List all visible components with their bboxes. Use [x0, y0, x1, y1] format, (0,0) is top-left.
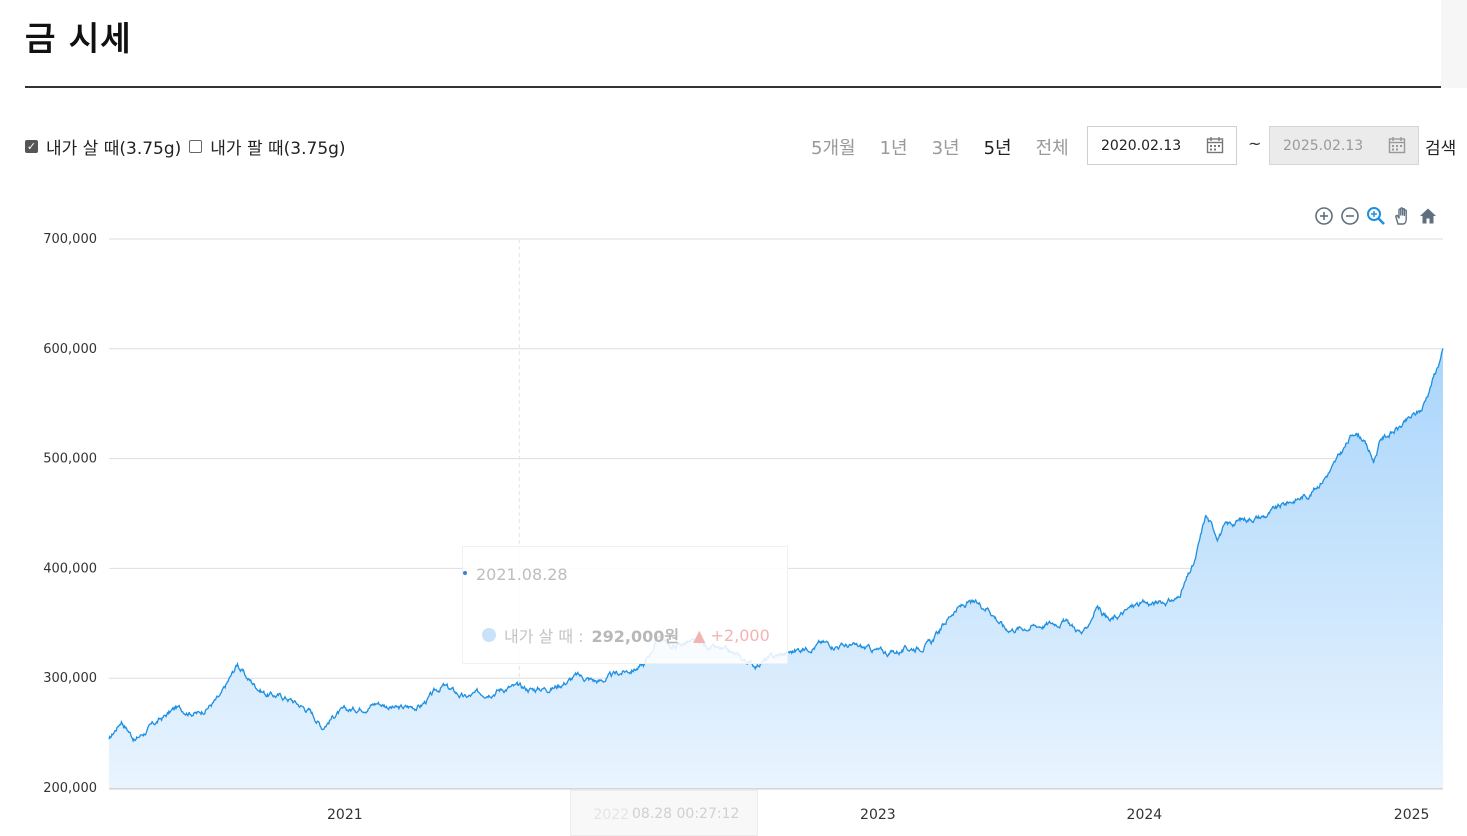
buy-price-checkbox[interactable]: ✓ 내가 살 때(3.75g)	[25, 134, 181, 159]
hover-tooltip: 2021.08.28 내가 살 때 : 292,000원 ▲ +2,000	[462, 546, 788, 664]
x-axis-hover-label: 08.28 00:27:12	[632, 806, 740, 822]
page-title: 금 시세	[25, 19, 132, 58]
calendar-icon[interactable]	[1388, 136, 1406, 154]
y-tick-label: 300,000	[43, 671, 97, 686]
x-tick-label: 2025	[1394, 807, 1430, 823]
y-tick-label: 700,000	[43, 232, 97, 247]
reset-home-icon[interactable]	[1418, 206, 1438, 226]
up-arrow-icon: ▲	[693, 625, 706, 645]
y-tick-label: 600,000	[43, 342, 97, 357]
checkbox-checked-icon[interactable]: ✓	[25, 140, 38, 153]
period-5-years[interactable]: 5년	[983, 138, 1012, 159]
series-color-dot	[482, 628, 496, 642]
period-3-years[interactable]: 3년	[931, 138, 960, 159]
end-date-value: 2025.02.13	[1283, 137, 1364, 154]
search-button[interactable]: 검색	[1425, 139, 1457, 159]
start-date-input[interactable]: 2020.02.13	[1087, 126, 1237, 165]
sell-price-label: 내가 팔 때(3.75g)	[210, 139, 346, 159]
x-tick-label: 2023	[860, 807, 896, 823]
tooltip-value-row: 내가 살 때 : 292,000원 ▲ +2,000	[482, 623, 770, 647]
period-selector: 5개월 1년 3년 5년 전체	[811, 134, 1093, 160]
tooltip-series-label: 내가 살 때 :	[504, 627, 584, 646]
x-tick-label: 2021	[327, 807, 363, 823]
series-toggle-group: ✓ 내가 살 때(3.75g) 내가 팔 때(3.75g)	[25, 134, 354, 159]
tooltip-change-value: +2,000	[710, 625, 770, 645]
date-range-separator: ~	[1248, 134, 1262, 153]
buy-price-area	[109, 348, 1443, 788]
y-axis-labels: 700,000 600,000 500,000 400,000 300,000 200,0…	[43, 232, 97, 796]
tooltip-marker	[463, 571, 467, 575]
x-tick-label: 2024	[1127, 807, 1163, 823]
start-date-value: 2020.02.13	[1101, 137, 1182, 154]
tooltip-change: ▲ +2,000	[693, 626, 770, 645]
tooltip-value: 292,000원	[591, 627, 680, 646]
checkbox-unchecked-icon[interactable]	[189, 140, 203, 153]
zoom-select-icon[interactable]	[1366, 206, 1386, 226]
period-1-year[interactable]: 1년	[879, 138, 908, 159]
zoom-out-icon[interactable]	[1340, 206, 1360, 226]
chart-toolbar	[1314, 206, 1444, 226]
scrollbar-track[interactable]	[1441, 0, 1467, 88]
calendar-icon[interactable]	[1206, 136, 1224, 154]
period-all[interactable]: 전체	[1035, 138, 1069, 159]
buy-price-label: 내가 살 때(3.75g)	[46, 139, 182, 159]
series-area	[109, 348, 1443, 788]
y-tick-label: 400,000	[43, 561, 97, 576]
pan-hand-icon[interactable]	[1392, 206, 1412, 226]
tooltip-date: 2021.08.28	[476, 565, 568, 584]
sell-price-checkbox[interactable]: 내가 팔 때(3.75g)	[189, 134, 346, 159]
x-axis-labels: 20212022202320242025	[109, 788, 1443, 823]
title-divider	[25, 86, 1441, 88]
y-tick-label: 200,000	[43, 781, 97, 796]
period-5-months[interactable]: 5개월	[811, 138, 856, 159]
zoom-in-icon[interactable]	[1314, 206, 1334, 226]
end-date-input[interactable]: 2025.02.13	[1269, 126, 1419, 165]
y-tick-label: 500,000	[43, 452, 97, 467]
